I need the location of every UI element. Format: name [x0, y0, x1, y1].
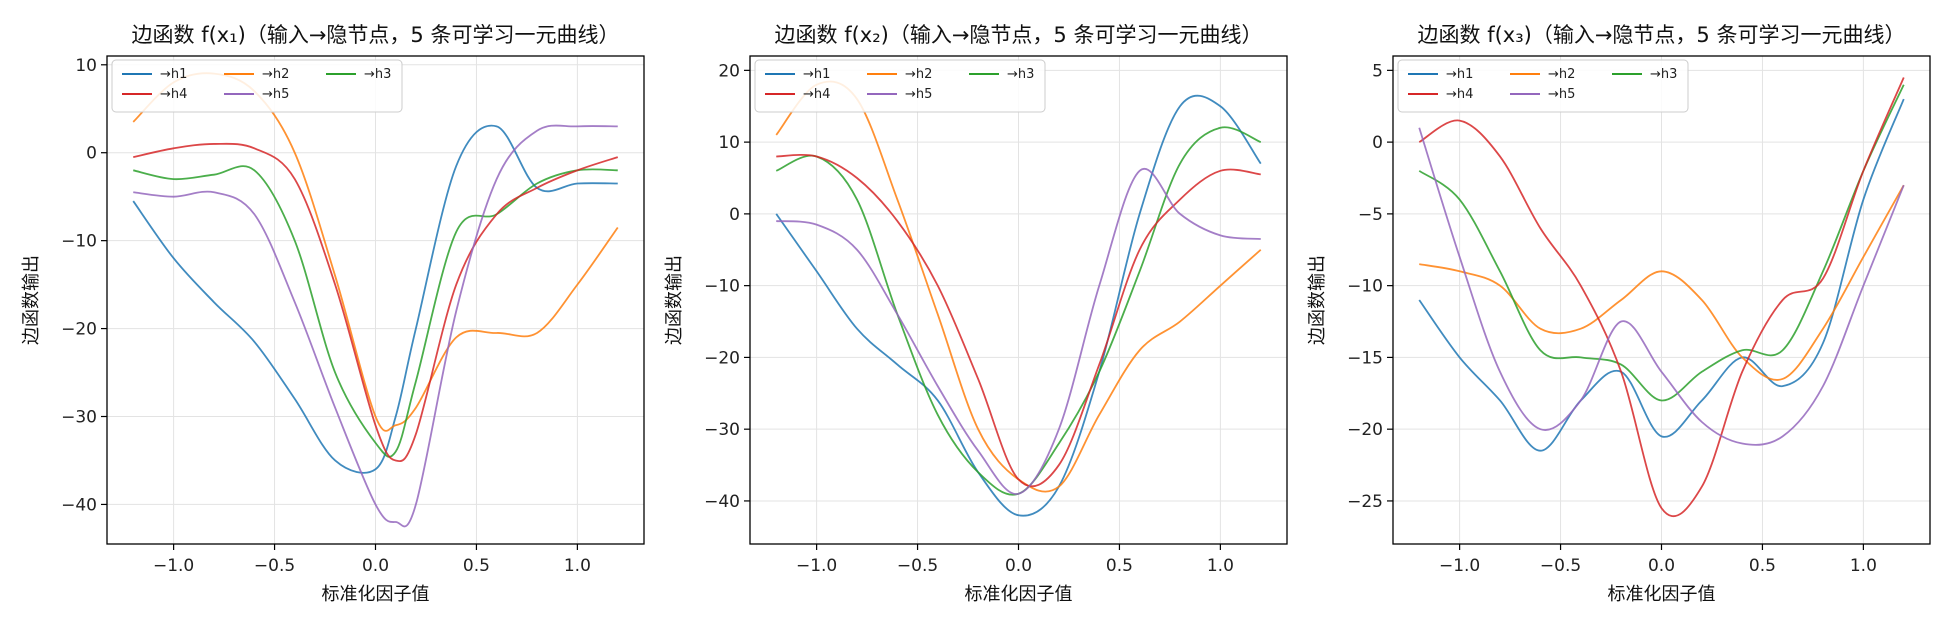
x-tick-label: −1.0 [1439, 556, 1480, 576]
y-tick-label: 5 [1372, 61, 1383, 81]
y-tick-label: 0 [86, 144, 97, 164]
legend-label: →h2 [1548, 67, 1575, 82]
y-axis-label: 边函数输出 [664, 255, 685, 345]
legend-box [754, 59, 1046, 113]
y-tick-label: −25 [1347, 492, 1383, 512]
chart-title: 边函数 f(x₁)（输入→隐节点，5 条可学习一元曲线） [132, 23, 620, 47]
x-tick-label: 0.5 [1106, 556, 1133, 576]
x-axis-label: 标准化因子值 [965, 584, 1073, 605]
y-tick-label: −30 [704, 420, 740, 440]
x-axis-label: 标准化因子值 [1608, 584, 1716, 605]
legend-label: →h2 [262, 67, 289, 82]
legend-box [111, 59, 403, 113]
y-tick-label: −30 [61, 408, 97, 428]
y-tick-label: 20 [718, 61, 740, 81]
y-tick-label: −15 [1347, 348, 1383, 368]
x-tick-label: 1.0 [564, 556, 591, 576]
x-tick-label: −1.0 [796, 556, 837, 576]
x-axis-label: 标准化因子值 [322, 584, 430, 605]
legend-label: →h4 [803, 87, 830, 102]
legend: →h1 →h2 →h3 →h4 →h5 [754, 59, 1046, 113]
legend-label: →h5 [1548, 87, 1575, 102]
series-line-h3 [1418, 84, 1905, 402]
chart-title: 边函数 f(x₃)（输入→隐节点，5 条可学习一元曲线） [1418, 23, 1906, 47]
y-tick-label: −10 [1347, 277, 1383, 297]
series-line-h2 [1419, 184, 1905, 381]
legend-label: →h3 [1650, 67, 1677, 82]
x-tick-label: 0.5 [1749, 556, 1776, 576]
y-tick-label: 0 [729, 205, 740, 225]
chart-panel-3: −1.0 −0.5 0.0 0.5 1.0 5 0 −5 −10 −15 −20 −25 边函数 f(x… [1307, 23, 1931, 605]
series-line-h1 [132, 124, 618, 474]
legend-label: →h4 [160, 87, 187, 102]
legend-label: →h1 [1446, 67, 1473, 82]
y-tick-label: −5 [1358, 205, 1383, 225]
legend-label: →h1 [803, 67, 830, 82]
x-tick-label: 1.0 [1850, 556, 1877, 576]
y-axis-label: 边函数输出 [1307, 255, 1328, 345]
legend-label: →h1 [160, 67, 187, 82]
x-tick-label: −1.0 [153, 556, 194, 576]
series-line-h4 [1418, 77, 1905, 517]
x-tick-label: 0.0 [362, 556, 389, 576]
y-tick-label: −10 [704, 277, 740, 297]
y-tick-label: −10 [61, 232, 97, 252]
x-tick-label: 0.5 [463, 556, 490, 576]
x-tick-label: 0.0 [1005, 556, 1032, 576]
x-tick-label: 0.0 [1648, 556, 1675, 576]
chart-panel-2: −1.0 −0.5 0.0 0.5 1.0 20 10 0 −10 −20 −30 −40 边函数 f(… [664, 23, 1288, 605]
legend-label: →h3 [1007, 67, 1034, 82]
legend: →h1 →h2 →h3 →h4 →h5 [1397, 59, 1689, 113]
y-tick-label: 0 [1372, 133, 1383, 153]
legend-box [1397, 59, 1689, 113]
legend-label: →h3 [364, 67, 391, 82]
chart-title: 边函数 f(x₂)（输入→隐节点，5 条可学习一元曲线） [775, 23, 1263, 47]
legend-label: →h4 [1446, 87, 1473, 102]
legend-label: →h5 [262, 87, 289, 102]
y-tick-label: −20 [1347, 420, 1383, 440]
series-line-h5 [776, 167, 1261, 495]
x-tick-label: −0.5 [1540, 556, 1581, 576]
y-tick-label: 10 [75, 56, 97, 76]
y-tick-label: −40 [61, 495, 97, 515]
legend: →h1 →h2 →h3 →h4 →h5 [111, 59, 403, 113]
y-tick-label: −20 [704, 348, 740, 368]
x-tick-label: −0.5 [254, 556, 295, 576]
series-line-h5 [1418, 127, 1905, 446]
series-line-h4 [133, 142, 619, 462]
chart-panel-1: −1.0 −0.5 0.0 0.5 1.0 10 0 −10 −20 −30 −40 边函数 f(x₁… [21, 23, 645, 605]
series-line-h5 [133, 124, 618, 528]
y-tick-label: 10 [718, 133, 740, 153]
x-tick-label: −0.5 [897, 556, 938, 576]
y-tick-label: −40 [704, 492, 740, 512]
legend-label: →h5 [905, 87, 932, 102]
x-tick-label: 1.0 [1207, 556, 1234, 576]
series-line-h1 [775, 94, 1262, 517]
series-line-h1 [1418, 98, 1905, 452]
legend-label: →h2 [905, 67, 932, 82]
y-tick-label: −20 [61, 320, 97, 340]
y-axis-label: 边函数输出 [21, 255, 42, 345]
